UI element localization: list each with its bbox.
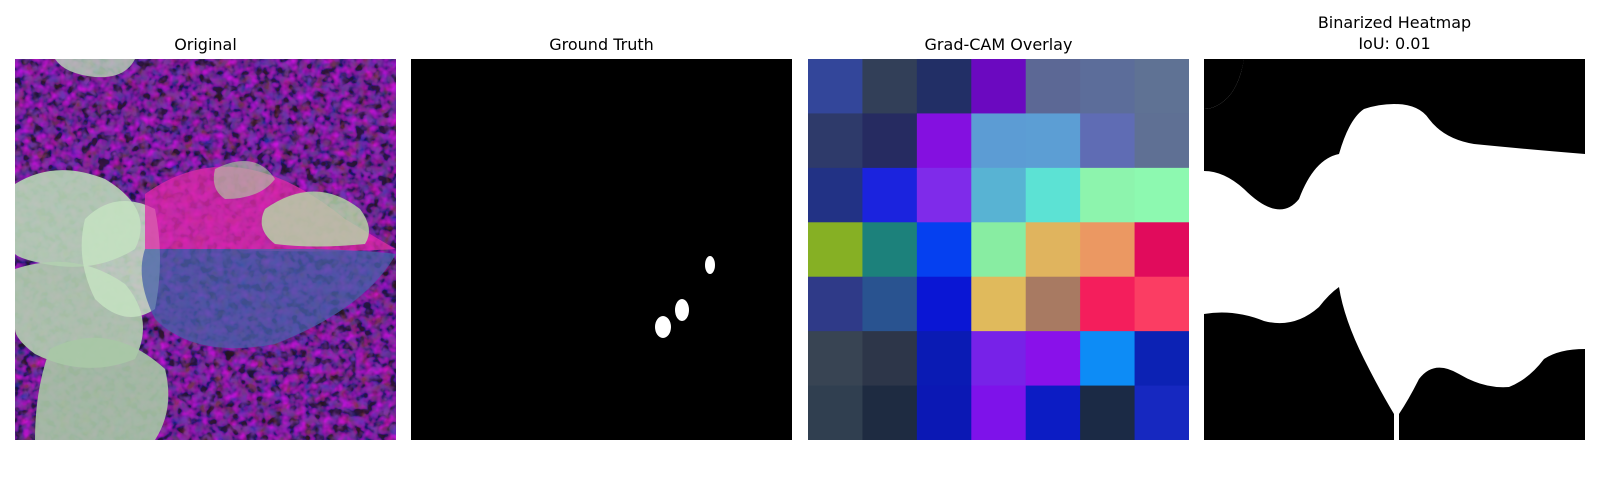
heatmap-cell — [862, 113, 918, 169]
heatmap-cell — [1134, 385, 1189, 440]
heatmap-cell — [808, 276, 863, 332]
heatmap-cell — [862, 331, 918, 387]
heatmap-cell — [916, 59, 972, 114]
heatmap-cell — [971, 276, 1027, 332]
heatmap-cell — [1025, 222, 1081, 278]
panel-ground-truth: Ground Truth — [411, 0, 792, 500]
heatmap-cell — [1025, 113, 1081, 169]
heatmap-cell — [1080, 59, 1136, 114]
binarized-mask — [1204, 59, 1585, 440]
heatmap-cell — [1080, 167, 1136, 223]
heatmap-cell — [862, 276, 918, 332]
heatmap-cell — [916, 276, 972, 332]
panel-title: Ground Truth — [549, 35, 654, 54]
panel-binarized-heatmap: Binarized Heatmap IoU: 0.01 — [1204, 0, 1585, 500]
heatmap-cell — [862, 167, 918, 223]
iou-label: IoU: 0.01 — [1358, 34, 1431, 53]
heatmap-cell — [862, 59, 918, 114]
heatmap-cell — [916, 222, 972, 278]
heatmap-cell — [971, 59, 1027, 114]
panel-title: Original — [174, 35, 237, 54]
panel-gradcam-overlay: Grad-CAM Overlay — [808, 0, 1189, 500]
heatmap-cell — [1134, 167, 1189, 223]
heatmap-cell — [1025, 167, 1081, 223]
heatmap-cell — [971, 167, 1027, 223]
heatmap-cell — [808, 222, 863, 278]
heatmap-cell — [1134, 59, 1189, 114]
heatmap-cell — [1080, 331, 1136, 387]
heatmap-cell — [916, 331, 972, 387]
heatmap-cell — [916, 113, 972, 169]
heatmap-cell — [1134, 113, 1189, 169]
heatmap-cell — [971, 113, 1027, 169]
heatmap-cell — [1080, 113, 1136, 169]
heatmap-cell — [916, 385, 972, 440]
heatmap-cell — [1025, 385, 1081, 440]
heatmap-cell — [1025, 331, 1081, 387]
original-image — [15, 59, 396, 440]
heatmap-cell — [916, 167, 972, 223]
heatmap-cell — [808, 59, 863, 114]
heatmap-cell — [808, 113, 863, 169]
heatmap-cell — [808, 331, 863, 387]
heatmap-cell — [1080, 222, 1136, 278]
heatmap-cell — [808, 385, 863, 440]
heatmap-cell — [971, 385, 1027, 440]
heatmap-cell — [862, 385, 918, 440]
ground-truth-mask — [411, 59, 792, 440]
heatmap-cell — [1080, 385, 1136, 440]
heatmap-cell — [1134, 276, 1189, 332]
heatmap-cell — [808, 167, 863, 223]
panel-title: Grad-CAM Overlay — [924, 35, 1073, 54]
heatmap-cell — [1134, 331, 1189, 387]
panel-title: Binarized Heatmap — [1317, 13, 1472, 32]
heatmap-cell — [1080, 276, 1136, 332]
heatmap-cell — [1025, 276, 1081, 332]
heatmap-cell — [1134, 222, 1189, 278]
heatmap-cell — [862, 222, 918, 278]
panel-original: Original — [15, 0, 396, 500]
gradcam-heatmap — [808, 59, 1189, 440]
heatmap-cell — [971, 331, 1027, 387]
heatmap-cell — [971, 222, 1027, 278]
heatmap-cell — [1025, 59, 1081, 114]
